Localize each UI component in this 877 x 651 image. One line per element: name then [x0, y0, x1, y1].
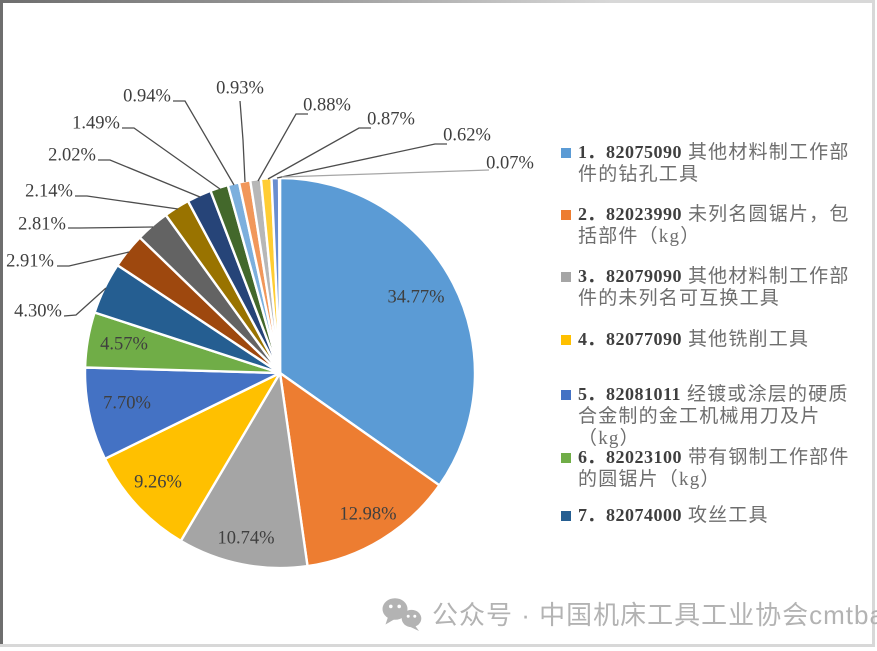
- leader-line-13: [173, 100, 235, 186]
- chart-border-bottom: [0, 644, 875, 647]
- leader-line-11: [98, 159, 201, 198]
- leader-line-12: [122, 127, 221, 190]
- legend-label-7: 7．82074000 攻丝工具: [578, 505, 769, 526]
- pie-data-label-1: 34.77%: [387, 287, 445, 308]
- legend-code-5: 5．82081011: [578, 384, 682, 404]
- watermark-text: 公众号 · 中国机床工具工业协会cmtba: [432, 600, 877, 630]
- pie-data-label-18: 0.07%: [486, 153, 534, 174]
- leader-line-18: [281, 169, 490, 178]
- leader-line-15: [257, 113, 308, 182]
- pie-data-label-11: 2.02%: [48, 145, 96, 166]
- legend-label-1: 1．82075090 其他材料制工作部 件的钻孔工具: [578, 142, 850, 185]
- pie-data-label-10: 2.14%: [25, 181, 73, 202]
- pie-slice-4: [103, 371, 282, 543]
- legend-item-3: 3．82079090 其他材料制工作部 件的未列名可互换工具: [561, 265, 850, 310]
- pie-data-label-8: 2.91%: [6, 251, 54, 272]
- legend-marker-6: [561, 453, 571, 463]
- leader-line-16: [267, 127, 371, 180]
- legend-code-3: 3．82079090: [578, 266, 682, 286]
- pie-data-label-12: 1.49%: [72, 113, 120, 134]
- legend-marker-3: [561, 272, 571, 282]
- legend-marker-7: [561, 511, 571, 521]
- pie-data-label-16: 0.87%: [367, 109, 415, 130]
- pie-data-label-5: 7.70%: [103, 393, 151, 414]
- leader-line-17: [276, 143, 447, 179]
- chart-border-left: [0, 0, 3, 646]
- legend-code-2: 2．82023990: [578, 204, 682, 224]
- legend-marker-1: [561, 148, 571, 158]
- watermark: 公众号 · 中国机床工具工业协会cmtba: [381, 595, 877, 632]
- legend-label-5: 5．82081011 经镀或涂层的硬质 合金制的金工机械用刀及片 （kg）: [578, 384, 849, 449]
- legend: 1．82075090 其他材料制工作部 件的钻孔工具 2．82023990 未列名圆…: [561, 0, 873, 640]
- legend-item-6: 6．82023100 带有钢制工作部件 的圆锯片（kg）: [561, 446, 850, 491]
- pie-slice-1: [278, 176, 477, 487]
- pie-data-label-14: 0.93%: [216, 78, 264, 99]
- legend-marker-2: [561, 210, 571, 220]
- legend-label-3: 3．82079090 其他材料制工作部 件的未列名可互换工具: [578, 266, 850, 309]
- pie-data-label-6: 4.57%: [100, 334, 148, 355]
- legend-item-5: 5．82081011 经镀或涂层的硬质 合金制的金工机械用刀及片 （kg）: [561, 383, 849, 450]
- legend-item-7: 7．82074000 攻丝工具: [561, 504, 769, 527]
- chart-border-right: [872, 0, 875, 646]
- wechat-icon: [382, 597, 422, 631]
- pie-data-label-2: 12.98%: [339, 504, 397, 525]
- leader-line-10: [75, 195, 179, 210]
- pie-data-label-3: 10.74%: [217, 528, 275, 549]
- pie-data-label-9: 2.81%: [18, 214, 66, 235]
- pie-data-label-15: 0.88%: [303, 95, 351, 116]
- legend-marker-5: [561, 390, 571, 400]
- legend-code-4: 4．82077090: [578, 329, 682, 349]
- legend-marker-4: [561, 335, 571, 345]
- legend-code-6: 6．82023100: [578, 447, 682, 467]
- chart-border-top: [0, 0, 875, 3]
- pie-slice-18: [277, 176, 282, 375]
- pie-data-label-4: 9.26%: [134, 472, 182, 493]
- leader-line-8: [57, 251, 130, 267]
- leader-line-9: [68, 226, 154, 229]
- pie-slice-3: [179, 371, 309, 570]
- pie-slice-2: [278, 371, 441, 568]
- leader-line-7: [63, 287, 107, 317]
- legend-label-6: 6．82023100 带有钢制工作部件 的圆锯片（kg）: [578, 447, 850, 490]
- legend-code-7: 7．82074000: [578, 505, 682, 525]
- legend-item-2: 2．82023990 未列名圆锯片，包 括部件（kg）: [561, 203, 850, 248]
- pie-data-label-17: 0.62%: [443, 125, 491, 146]
- legend-item-4: 4．82077090 其他铣削工具: [561, 328, 809, 351]
- pie-data-label-13: 0.94%: [123, 86, 171, 107]
- legend-item-1: 1．82075090 其他材料制工作部 件的钻孔工具: [561, 141, 850, 186]
- leader-line-14: [239, 100, 246, 183]
- legend-label-4: 4．82077090 其他铣削工具: [578, 329, 810, 350]
- legend-code-1: 1．82075090: [578, 142, 682, 162]
- legend-label-2: 2．82023990 未列名圆锯片，包 括部件（kg）: [578, 204, 850, 247]
- pie-slice-5: [83, 366, 282, 460]
- pie-data-label-7: 4.30%: [14, 301, 62, 322]
